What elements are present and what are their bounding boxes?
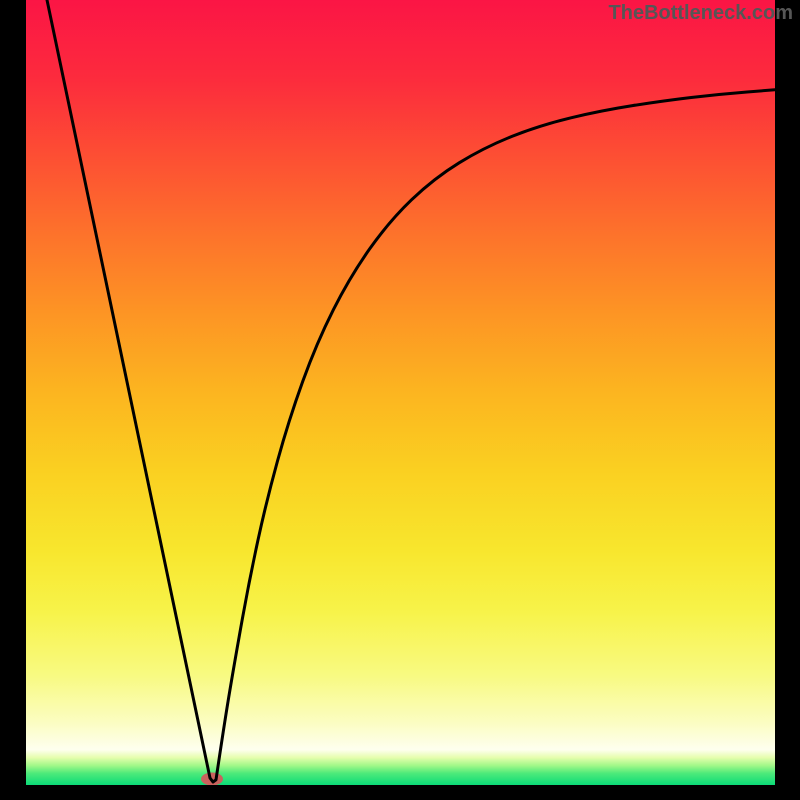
frame-right — [775, 0, 800, 800]
frame-left — [0, 0, 26, 800]
watermark-text: TheBottleneck.com — [609, 2, 793, 24]
gradient-background — [26, 0, 775, 785]
frame-bottom — [0, 785, 800, 800]
bottleneck-chart: TheBottleneck.com — [0, 0, 800, 800]
chart-container: TheBottleneck.com — [0, 0, 800, 800]
